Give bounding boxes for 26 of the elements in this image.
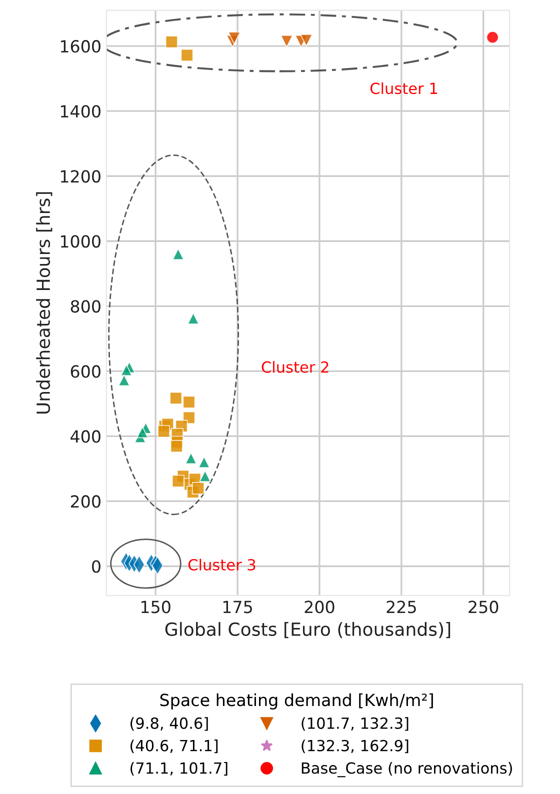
x-tick-label: 200: [304, 600, 334, 614]
legend-label: (40.6, 71.1]: [130, 740, 218, 754]
legend-label: (9.8, 40.6]: [130, 717, 208, 731]
y-tick-label: 600: [70, 365, 100, 378]
y-tick-label: 400: [70, 430, 100, 443]
x-tick-label: 175: [223, 600, 252, 614]
legend-label: (71.1, 101.7]: [130, 762, 228, 776]
x-tick-label: 250: [468, 600, 498, 614]
y-tick-label: 0: [92, 560, 100, 573]
x-axis-title: Global Costs [Euro (thousands)]: [165, 622, 450, 638]
y-tick-label: 1200: [60, 170, 100, 183]
y-tick-label: 1600: [60, 40, 100, 53]
y-axis-title: Underheated Hours [hrs]: [36, 192, 52, 414]
y-tick-label: 200: [70, 495, 100, 508]
x-tick-label: 225: [386, 600, 416, 614]
annotation: Cluster 1: [370, 82, 437, 94]
annotation: Cluster 3: [188, 558, 256, 571]
legend-label: (101.7, 132.3]: [302, 717, 408, 731]
annotation: Cluster 2: [262, 361, 328, 373]
y-tick-label: 1000: [60, 235, 100, 248]
legend-title: Space heating demand [Kwh/m²]: [160, 693, 433, 710]
legend-label: (132.3, 162.9]: [302, 740, 408, 754]
x-tick-label: 150: [141, 600, 170, 614]
legend-label: Base_Case (no renovations): [302, 762, 512, 778]
y-tick-label: 800: [70, 300, 100, 313]
y-tick-label: 1400: [60, 105, 100, 118]
